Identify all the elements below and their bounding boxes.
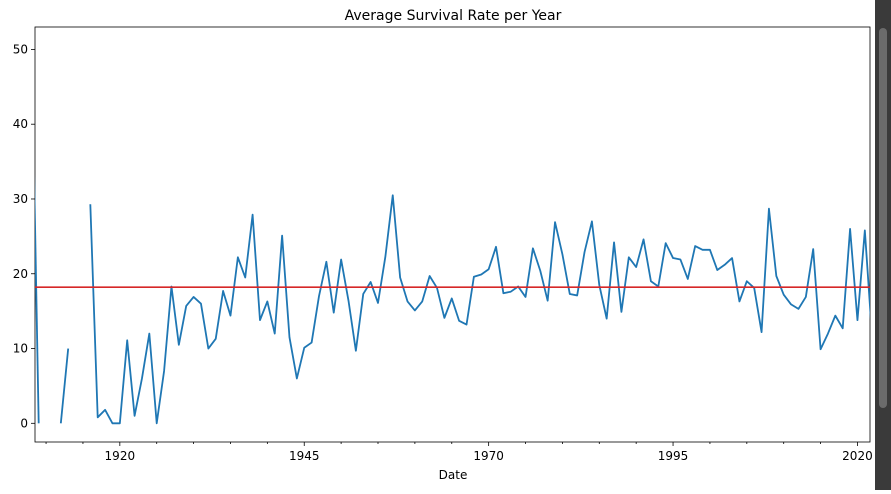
x-axis: 1920 1945 1970 1995 2020 xyxy=(45,442,873,463)
y-tick-label: 0 xyxy=(20,416,28,430)
plot-frame xyxy=(34,26,871,443)
x-axis-label: Date xyxy=(439,468,468,482)
plot-area xyxy=(34,26,871,443)
series-line xyxy=(59,348,70,424)
x-tick-label: 2020 xyxy=(842,449,873,463)
y-tick-label: 30 xyxy=(13,192,28,206)
series-layer xyxy=(35,174,870,425)
y-axis: 0 10 20 30 40 50 xyxy=(13,42,35,430)
x-tick-label: 1920 xyxy=(105,449,136,463)
y-tick-label: 10 xyxy=(13,342,28,356)
scrollbar-thumb[interactable] xyxy=(879,28,887,408)
x-tick-label: 1945 xyxy=(289,449,320,463)
chart-title: Average Survival Rate per Year xyxy=(345,8,562,24)
x-tick-label: 1995 xyxy=(658,449,689,463)
series-line xyxy=(89,194,870,425)
y-tick-label: 20 xyxy=(13,267,28,281)
y-tick-label: 50 xyxy=(13,42,28,56)
line-chart: Average Survival Rate per Year 1920 1945 1… xyxy=(13,8,873,482)
y-tick-label: 40 xyxy=(13,117,28,131)
series-line xyxy=(35,174,40,424)
x-tick-label: 1970 xyxy=(473,449,504,463)
